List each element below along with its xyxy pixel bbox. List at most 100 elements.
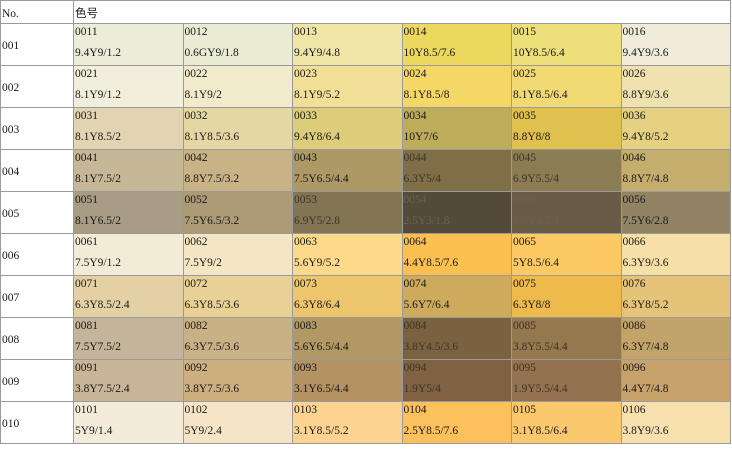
color-code: 0066 xyxy=(622,236,646,248)
color-swatch-cell: 0104 2.5Y8.5/7.6 xyxy=(401,401,512,444)
color-swatch-cell: 0056 7.5Y6/2.8 xyxy=(620,191,731,234)
color-swatch-cell: 0015 10Y8.5/6.4 xyxy=(511,23,622,66)
header-no-label: No. xyxy=(2,8,19,20)
color-swatch-cell: 0072 6.3Y8.5/3.6 xyxy=(182,275,293,318)
munsell-notation: 8.1Y8.5/3.6 xyxy=(184,131,240,143)
color-code: 0096 xyxy=(622,362,646,374)
munsell-notation: 3.1Y8.5/5.2 xyxy=(294,425,349,437)
color-code: 0082 xyxy=(184,320,208,332)
row-number-cell: 004 xyxy=(0,149,74,192)
color-code: 0075 xyxy=(513,278,536,290)
munsell-notation: 3.8Y5.5/4.4 xyxy=(513,341,568,353)
munsell-notation: 10Y8.5/7.6 xyxy=(403,47,456,59)
munsell-notation: 7.5Y6/2.8 xyxy=(622,215,669,227)
header-no-cell: No. xyxy=(0,0,74,24)
munsell-notation: 6.3Y5/4 xyxy=(403,173,441,185)
color-swatch-cell: 0051 8.1Y6.5/2 xyxy=(73,191,184,234)
table-row: 009 0091 3.8Y7.5/2.4 0092 3.8Y7.5/3.6 0093 3.1… xyxy=(0,359,731,402)
color-swatch-cell: 0026 8.8Y9/3.6 xyxy=(620,65,731,108)
color-swatch-cell: 0063 5.6Y9/5.2 xyxy=(292,233,403,276)
row-number: 005 xyxy=(2,207,20,220)
color-code: 0013 xyxy=(294,26,317,38)
color-swatch-cell: 0102 5Y9/2.4 xyxy=(182,401,293,444)
color-code: 0083 xyxy=(294,320,317,332)
color-code: 0056 xyxy=(622,194,646,206)
table-row: 004 0041 8.1Y7.5/2 0042 8.8Y7.5/3.2 0043 7.5Y6… xyxy=(0,149,731,192)
color-swatch-cell: 0014 10Y8.5/7.6 xyxy=(401,23,512,66)
row-number-cell: 010 xyxy=(0,401,74,444)
header-code-label: 色号 xyxy=(75,8,98,20)
row-number-cell: 002 xyxy=(0,65,74,108)
munsell-notation: 6.3Y8/8 xyxy=(513,299,551,311)
color-swatch-cell: 0095 1.9Y5.5/4.4 xyxy=(511,359,622,402)
row-number-cell: 007 xyxy=(0,275,74,318)
color-code: 0032 xyxy=(184,110,208,122)
color-code: 0041 xyxy=(75,152,98,164)
row-number-cell: 009 xyxy=(0,359,74,402)
munsell-notation: 8.1Y8.5/8 xyxy=(403,89,450,101)
munsell-notation: 0.6GY9/1.8 xyxy=(184,47,239,59)
munsell-notation: 5.6Y6.5/4.4 xyxy=(294,341,349,353)
munsell-notation: 5Y9/2.4 xyxy=(184,425,222,437)
color-code: 0101 xyxy=(75,404,98,416)
row-number: 008 xyxy=(2,333,20,346)
color-code: 0086 xyxy=(622,320,646,332)
color-swatch-cell: 0061 7.5Y9/1.2 xyxy=(73,233,184,276)
munsell-notation: 6.3Y7/4.8 xyxy=(622,341,669,353)
color-code: 0054 xyxy=(403,194,427,206)
color-code: 0022 xyxy=(184,68,208,80)
color-swatch-cell: 0071 6.3Y8.5/2.4 xyxy=(73,275,184,318)
color-code: 0103 xyxy=(294,404,317,416)
row-number: 010 xyxy=(2,417,20,430)
color-swatch-cell: 0011 9.4Y9/1.2 xyxy=(73,23,184,66)
munsell-notation: 8.1Y8.5/2 xyxy=(75,131,121,143)
color-swatch-cell: 0064 4.4Y8.5/7.6 xyxy=(401,233,512,276)
munsell-notation: 3.8Y9/3.6 xyxy=(622,425,669,437)
color-swatch-cell: 0031 8.1Y8.5/2 xyxy=(73,107,184,150)
color-code: 0052 xyxy=(184,194,208,206)
munsell-notation: 9.4Y9/1.2 xyxy=(75,47,121,59)
color-code: 0105 xyxy=(513,404,536,416)
color-code: 0023 xyxy=(294,68,317,80)
color-swatch-cell: 0083 5.6Y6.5/4.4 xyxy=(292,317,403,360)
color-code: 0014 xyxy=(403,26,427,38)
color-swatch-cell: 0036 9.4Y8/5.2 xyxy=(620,107,731,150)
color-swatch-cell: 0024 8.1Y8.5/8 xyxy=(401,65,512,108)
color-code: 0104 xyxy=(403,404,427,416)
color-swatch-cell: 0032 8.1Y8.5/3.6 xyxy=(182,107,293,150)
color-swatch-cell: 0103 3.1Y8.5/5.2 xyxy=(292,401,403,444)
munsell-notation: 6.3Y9/3.6 xyxy=(622,257,669,269)
color-swatch-cell: 0023 8.1Y9/5.2 xyxy=(292,65,403,108)
munsell-notation: 3.1Y6.5/4.4 xyxy=(294,383,349,395)
color-swatch-cell: 0025 8.1Y8.5/6.4 xyxy=(511,65,622,108)
color-code: 0094 xyxy=(403,362,427,374)
color-swatch-cell: 0013 9.4Y9/4.8 xyxy=(292,23,403,66)
color-swatch-cell: 0085 3.8Y5.5/4.4 xyxy=(511,317,622,360)
color-code: 0046 xyxy=(622,152,646,164)
color-swatch-cell: 0053 6.9Y5/2.8 xyxy=(292,191,403,234)
row-number-cell: 008 xyxy=(0,317,74,360)
color-code: 0051 xyxy=(75,194,98,206)
color-swatch-cell: 0082 6.3Y7.5/3.6 xyxy=(182,317,293,360)
color-code: 0061 xyxy=(75,236,98,248)
color-code: 0073 xyxy=(294,278,317,290)
table-row: 002 0021 8.1Y9/1.2 0022 8.1Y9/2 0023 8.1Y9/5.2… xyxy=(0,65,731,108)
munsell-notation: 2.5Y3/1.8 xyxy=(403,215,450,227)
color-code: 0085 xyxy=(513,320,536,332)
color-code: 0091 xyxy=(75,362,98,374)
munsell-notation: 3.8Y4.5/3.6 xyxy=(403,341,459,353)
color-swatch-cell: 0081 7.5Y7.5/2 xyxy=(73,317,184,360)
table-row: 008 0081 7.5Y7.5/2 0082 6.3Y7.5/3.6 0083 5.6Y6… xyxy=(0,317,731,360)
munsell-notation: 1.9Y5.5/4.4 xyxy=(513,383,568,395)
color-swatch-cell: 0105 3.1Y8.5/6.4 xyxy=(511,401,622,444)
color-swatch-cell: 0016 9.4Y9/3.6 xyxy=(620,23,731,66)
munsell-notation: 5Y9/1.4 xyxy=(75,425,113,437)
munsell-notation: 9.4Y8/5.2 xyxy=(622,131,669,143)
color-code: 0025 xyxy=(513,68,536,80)
row-number: 001 xyxy=(2,39,20,52)
munsell-notation: 6.3Y7.5/3.6 xyxy=(184,341,240,353)
color-swatch-cell: 0041 8.1Y7.5/2 xyxy=(73,149,184,192)
color-code: 0031 xyxy=(75,110,98,122)
table-row: 005 0051 8.1Y6.5/2 0052 7.5Y6.5/3.2 0053 6.9Y5… xyxy=(0,191,731,234)
